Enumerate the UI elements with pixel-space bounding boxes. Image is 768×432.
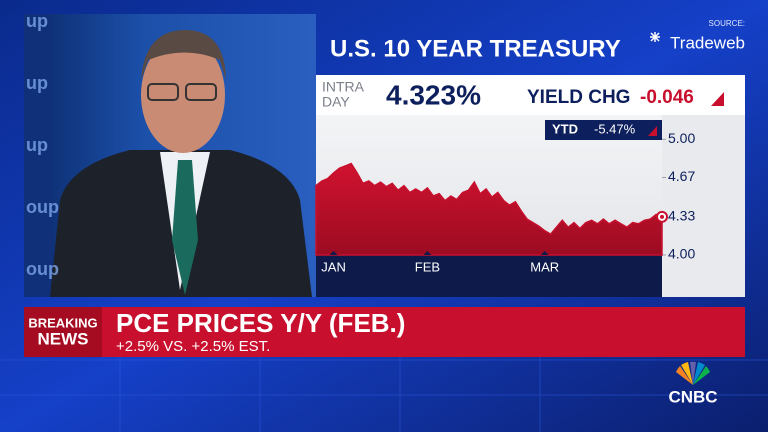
wall-text: up xyxy=(26,73,48,93)
ytd-value: -5.47% xyxy=(594,121,636,136)
x-tick xyxy=(540,251,549,255)
area xyxy=(315,162,663,256)
ytd-box xyxy=(545,120,662,140)
wall-text: oup xyxy=(26,259,59,279)
wall-text: up xyxy=(26,135,48,155)
chart: 5.00 4.67 4.33 4.00 JAN FEB MAR xyxy=(315,130,695,274)
down-arrow xyxy=(648,126,657,136)
source: Tradeweb xyxy=(670,33,745,52)
y-tick-label: 4.67 xyxy=(668,168,695,184)
wall-text: oup xyxy=(26,197,59,217)
yield-chg: -0.046 xyxy=(640,87,694,108)
y-tick-label: 4.00 xyxy=(668,246,695,262)
anchor-face xyxy=(141,37,225,153)
yield-chg-label: YIELD CHG xyxy=(527,87,630,108)
x-axis-strip xyxy=(316,255,662,297)
anchor-hair xyxy=(141,30,226,80)
subline: +2.5% VS. +2.5% EST. xyxy=(116,338,270,355)
x-tick xyxy=(329,251,338,255)
background-grid xyxy=(0,357,768,432)
anchor-tie xyxy=(172,160,198,295)
wall-text: up xyxy=(26,11,48,31)
y-tick-label: 4.33 xyxy=(668,208,695,224)
source-label: SOURCE: xyxy=(709,19,745,28)
banner-tag-box xyxy=(24,307,102,357)
banner-tag: NEWS xyxy=(38,329,89,348)
x-tick-label: MAR xyxy=(530,259,559,274)
x-tick xyxy=(423,251,432,255)
y-axis-area xyxy=(662,115,745,297)
glasses xyxy=(185,83,217,101)
current-dot xyxy=(660,214,664,219)
ytd-label: YTD xyxy=(552,121,578,136)
source-logo xyxy=(650,32,660,42)
studio-wall xyxy=(24,14,54,297)
y-tick-label: 5.00 xyxy=(668,130,695,146)
network: CNBC xyxy=(668,387,717,406)
chart-title: U.S. 10 YEAR TREASURY xyxy=(330,35,621,62)
intraday-label: DAY xyxy=(322,94,350,110)
glasses xyxy=(147,83,179,101)
intraday-label: INTRA xyxy=(322,79,365,95)
down-arrow xyxy=(711,92,724,106)
x-tick-label: JAN xyxy=(321,259,346,274)
banner xyxy=(24,307,745,357)
header-row xyxy=(316,75,745,115)
headline: PCE PRICES Y/Y (FEB.) xyxy=(116,308,405,338)
banner-tag: BREAKING xyxy=(28,315,97,330)
network-logo: CNBC xyxy=(668,361,718,406)
x-tick-label: FEB xyxy=(415,259,440,274)
video-panel: up up up oup oup xyxy=(24,11,316,297)
intraday-value: 4.323% xyxy=(386,79,481,110)
